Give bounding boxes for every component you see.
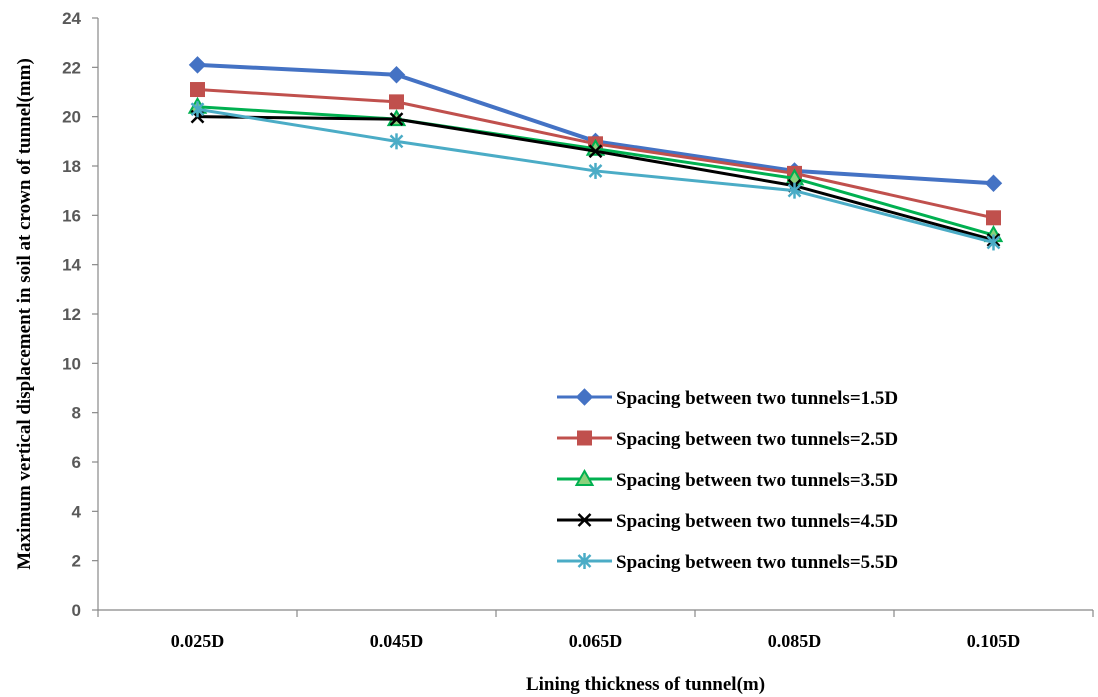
y-tick-label: 16	[62, 206, 81, 225]
data-point	[787, 182, 802, 199]
x-axis-title: Lining thickness of tunnel(m)	[526, 674, 765, 695]
legend-entry: Spacing between two tunnels=2.5D	[557, 429, 898, 450]
y-tick-label: 8	[72, 404, 81, 423]
legend-marker	[577, 430, 592, 446]
data-point	[588, 162, 603, 179]
x-tick-label: 0.105D	[967, 631, 1021, 651]
data-point	[984, 174, 1003, 192]
data-point	[986, 210, 1001, 226]
legend-entry: Spacing between two tunnels=5.5D	[557, 552, 898, 573]
legend-entry: Spacing between two tunnels=3.5D	[557, 468, 898, 491]
legend-entry: Spacing between two tunnels=1.5D	[557, 388, 898, 409]
y-tick-label: 10	[62, 354, 81, 373]
data-point	[588, 144, 603, 159]
series-5	[190, 101, 1001, 251]
data-point	[389, 112, 404, 127]
legend-marker	[574, 468, 595, 486]
legend: Spacing between two tunnels=1.5D Spacing …	[557, 388, 898, 573]
legend-label: Spacing between two tunnels=3.5D	[616, 470, 898, 491]
y-tick-label: 12	[62, 305, 81, 324]
x-axis-ticks: 0.025D 0.045D 0.065D 0.085D 0.105D	[97, 610, 1094, 651]
data-point	[389, 133, 404, 150]
x-tick-label: 0.085D	[768, 631, 822, 651]
y-tick-label: 4	[72, 502, 82, 521]
data-point	[188, 56, 207, 74]
legend-entry: Spacing between two tunnels=4.5D	[557, 511, 898, 532]
series-layer	[187, 56, 1004, 251]
y-tick-label: 24	[62, 9, 81, 28]
x-tick-label: 0.025D	[171, 631, 225, 651]
x-tick-label: 0.065D	[569, 631, 623, 651]
legend-label: Spacing between two tunnels=1.5D	[616, 388, 898, 409]
data-point	[190, 101, 205, 118]
x-tick-label: 0.045D	[370, 631, 424, 651]
legend-marker	[577, 553, 592, 569]
legend-label: Spacing between two tunnels=2.5D	[616, 429, 898, 450]
data-point	[190, 82, 205, 98]
y-tick-label: 20	[62, 108, 81, 127]
y-tick-label: 6	[72, 453, 81, 472]
y-tick-label: 22	[62, 58, 81, 77]
y-tick-label: 14	[62, 256, 81, 275]
legend-label: Spacing between two tunnels=5.5D	[616, 552, 898, 573]
legend-label: Spacing between two tunnels=4.5D	[616, 511, 898, 532]
y-tick-label: 18	[62, 157, 81, 176]
y-tick-label: 2	[72, 552, 81, 571]
data-point	[986, 234, 1001, 251]
y-tick-label: 0	[72, 601, 81, 620]
data-point	[387, 66, 406, 84]
y-axis-title: Maximum vertical displacement in soil at…	[14, 58, 35, 570]
legend-marker	[577, 513, 592, 527]
legend-marker	[575, 388, 594, 406]
data-point	[389, 94, 404, 110]
